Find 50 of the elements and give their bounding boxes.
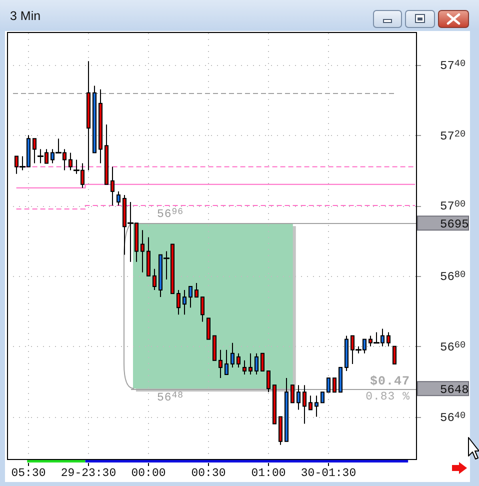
candlestick <box>140 230 144 273</box>
candlestick <box>326 378 330 393</box>
annotation: 56$^{96}$ <box>156 207 184 222</box>
candlestick <box>314 395 318 418</box>
candlestick <box>308 395 312 410</box>
annotation: 0.83 % <box>366 390 410 404</box>
candlestick <box>320 392 324 404</box>
y-tick-label: 56$^{40}$ <box>440 410 466 425</box>
candlestick <box>392 346 396 364</box>
annotation: $0.47 <box>370 374 410 389</box>
candlestick <box>110 166 114 206</box>
candlestick <box>152 268 156 291</box>
x-tick-label: 00:30 <box>191 467 226 480</box>
candlestick <box>254 352 258 376</box>
candlestick <box>194 282 198 298</box>
candlestick <box>248 352 252 376</box>
y-tick-label: 57$^{40}$ <box>440 58 466 73</box>
y-tick-label: 56$^{80}$ <box>440 269 466 284</box>
candlestick <box>200 296 204 322</box>
candlestick <box>230 342 234 368</box>
x-tick-label: 00:00 <box>131 467 166 480</box>
y-tick-label: 56$^{60}$ <box>440 340 466 355</box>
candlestick <box>176 290 180 316</box>
candlestick <box>224 349 228 376</box>
chart-title: 3 Min <box>10 9 41 23</box>
candlestick <box>182 290 186 316</box>
candlestick <box>302 384 306 424</box>
ref-line-label: 5648 <box>440 382 469 397</box>
ref-line-label: 5695 <box>440 217 469 232</box>
annotation: 56$^{48}$ <box>156 390 184 405</box>
candlestick <box>206 318 210 340</box>
candlestick <box>266 370 270 393</box>
x-tick-label: 29-23:30 <box>60 467 116 480</box>
candlestick <box>218 349 222 379</box>
x-tick-label: 05:30 <box>11 467 46 480</box>
candlestick <box>242 360 246 376</box>
candlestick <box>32 138 36 164</box>
candlestick <box>386 332 390 347</box>
candlestick <box>332 378 336 393</box>
y-tick-label: 57$^{20}$ <box>440 128 466 144</box>
candlestick <box>236 352 240 368</box>
candlestick <box>296 384 300 410</box>
candlestick <box>68 152 72 171</box>
x-tick-label: 01:00 <box>251 467 286 480</box>
x-tick-label: 30-01:30 <box>300 467 356 480</box>
candlestick <box>116 190 120 206</box>
y-tick-label: 57$^{00}$ <box>440 199 466 214</box>
candlestick <box>290 384 294 404</box>
candlestick <box>188 286 192 308</box>
candlestick <box>260 352 264 372</box>
